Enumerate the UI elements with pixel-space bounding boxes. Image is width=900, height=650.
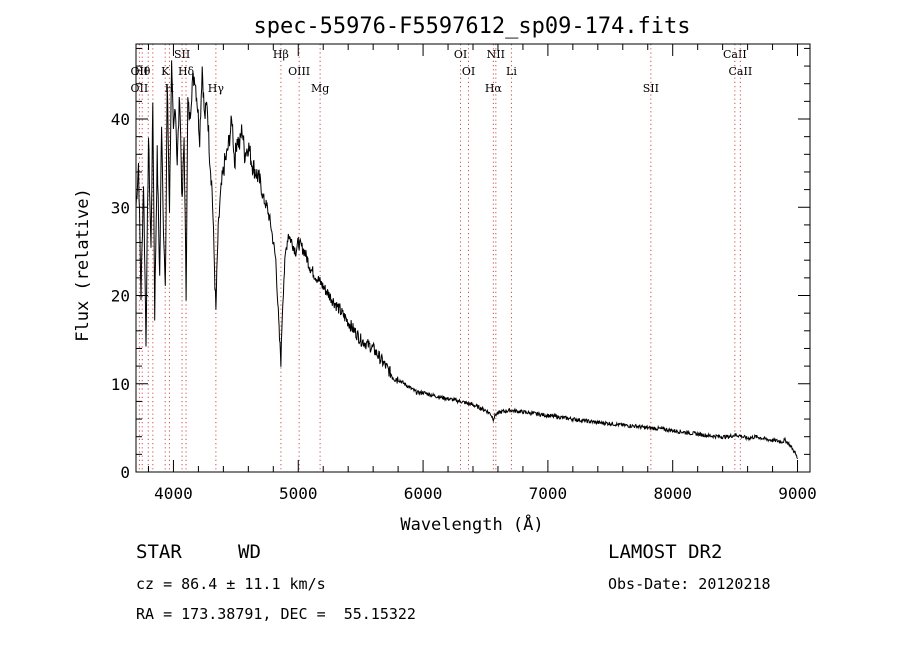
spectral-line-label: OI bbox=[462, 65, 475, 78]
spectral-line-label: SII bbox=[643, 82, 659, 95]
spectral-line-label: OIII bbox=[288, 65, 310, 78]
x-tick-label: 8000 bbox=[653, 484, 692, 503]
spectral-line-label: Li bbox=[506, 65, 517, 78]
survey-name: LAMOST DR2 bbox=[608, 541, 723, 563]
spectral-line-label: Hδ bbox=[178, 65, 195, 78]
chart-title: spec-55976-F5597612_sp09-174.fits bbox=[253, 14, 690, 39]
spectral-line-label: Mg bbox=[311, 82, 329, 95]
y-tick-label: 0 bbox=[120, 463, 130, 482]
spectral-line-label: K bbox=[161, 65, 170, 78]
object-subclass: WD bbox=[238, 541, 261, 563]
spectral-line-label: Hα bbox=[485, 82, 503, 95]
x-tick-label: 9000 bbox=[778, 484, 817, 503]
spectral-line-label: NII bbox=[487, 48, 505, 61]
y-tick-label: 40 bbox=[111, 110, 130, 129]
spectral-line-label: CaII bbox=[723, 48, 747, 61]
y-tick-label: 10 bbox=[111, 375, 130, 394]
spectral-line-label: OI bbox=[454, 48, 467, 61]
spectrum-line bbox=[135, 60, 798, 460]
y-tick-label: 30 bbox=[111, 198, 130, 217]
spectral-line-label: CaII bbox=[729, 65, 753, 78]
spectral-line-label: H bbox=[165, 82, 175, 95]
spectral-line-label: OII bbox=[131, 65, 149, 78]
y-axis-label: Flux (relative) bbox=[73, 188, 93, 342]
coordinates: RA = 173.38791, DEC = 55.15322 bbox=[136, 605, 416, 623]
spectral-line-label: OII bbox=[131, 82, 149, 95]
x-tick-label: 4000 bbox=[154, 484, 193, 503]
object-class: STAR bbox=[136, 541, 182, 563]
spectral-line-label: Hθ bbox=[134, 65, 151, 78]
x-axis-label: Wavelength (Å) bbox=[400, 513, 543, 535]
observation-date: Obs-Date: 20120218 bbox=[608, 575, 771, 593]
x-tick-label: 5000 bbox=[279, 484, 318, 503]
spectral-line-label: SII bbox=[174, 48, 190, 61]
spectral-line-label: Hβ bbox=[273, 48, 289, 61]
x-tick-label: 6000 bbox=[404, 484, 443, 503]
y-tick-label: 20 bbox=[111, 287, 130, 306]
x-tick-label: 7000 bbox=[529, 484, 568, 503]
plot-frame bbox=[135, 43, 811, 473]
redshift-cz: cz = 86.4 ± 11.1 km/s bbox=[136, 575, 326, 593]
spectral-line-label: Hγ bbox=[208, 82, 225, 95]
